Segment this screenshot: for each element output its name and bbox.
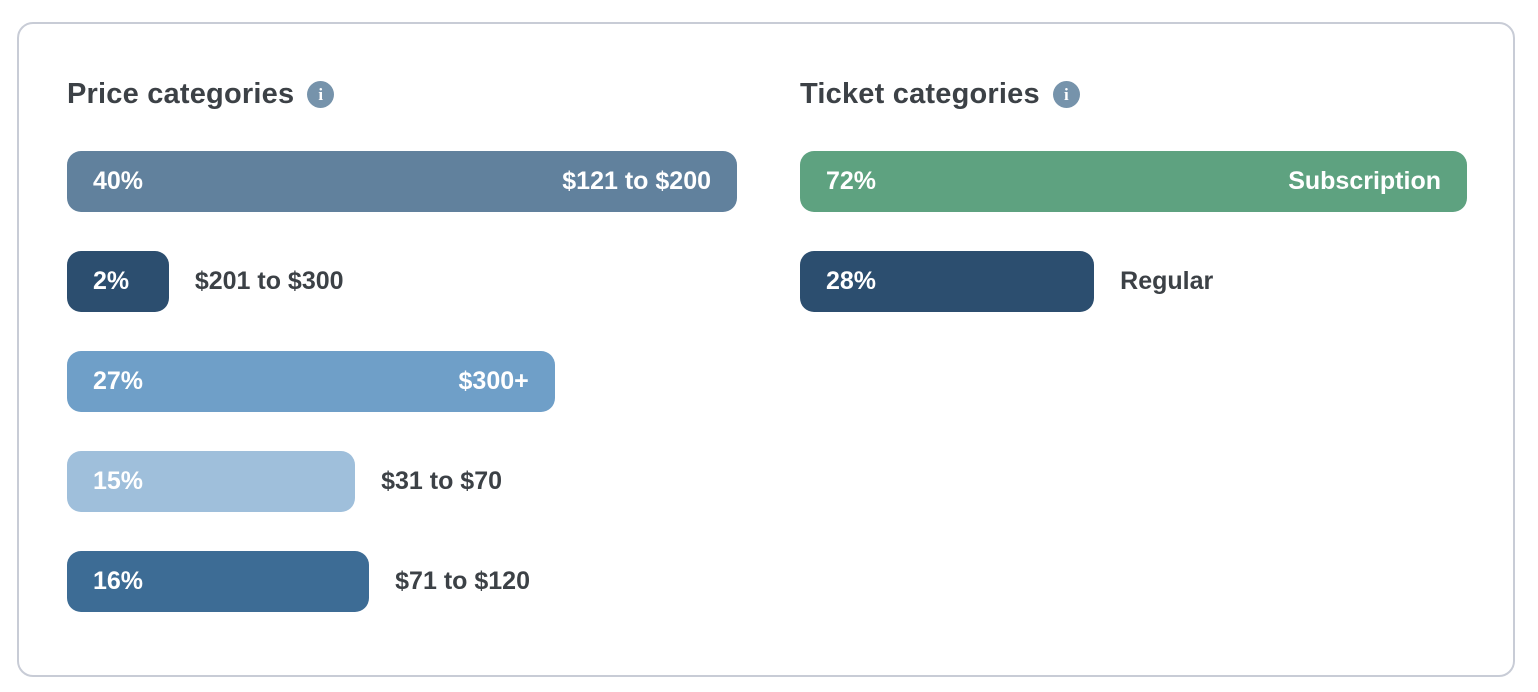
bar-category-label: Subscription (1288, 167, 1441, 195)
bar-percent-label: 72% (826, 167, 877, 195)
ticket-categories-section: Ticket categories i 72% Subscription 28% Re… (800, 75, 1467, 312)
bar-percent-label: 2% (93, 267, 130, 295)
bar-row: 16% $71 to $120 (67, 551, 737, 612)
bar-row: 28% Regular (800, 251, 1467, 312)
bar-category-label: Regular (1120, 267, 1214, 295)
bar-category-label: $300+ (458, 367, 529, 395)
bar-percent-label: 28% (826, 267, 877, 295)
bar-row: 72% Subscription (800, 151, 1467, 212)
bar-category-label: $121 to $200 (562, 167, 711, 195)
bar: 2% (67, 251, 169, 312)
section-header: Ticket categories i (800, 75, 1467, 113)
bar-list: 72% Subscription 28% Regular (800, 151, 1467, 312)
bar: 15% (67, 451, 356, 512)
info-icon[interactable]: i (1052, 80, 1080, 108)
bar-row: 15% $31 to $70 (67, 451, 737, 512)
bar: 28% (800, 251, 1095, 312)
section-header: Price categories i (67, 75, 737, 113)
bar-category-label: $31 to $70 (381, 467, 503, 495)
bar: 27% $300+ (67, 351, 555, 412)
stats-card: Price categories i 40% $121 to $200 2% $201… (17, 22, 1515, 677)
bar-percent-label: 15% (93, 467, 144, 495)
bar-row: 2% $201 to $300 (67, 251, 737, 312)
bar-list: 40% $121 to $200 2% $201 to $300 27% $300+ 15%… (67, 151, 737, 612)
bar-category-label: $71 to $120 (395, 567, 530, 595)
bar: 16% (67, 551, 370, 612)
bar: 72% Subscription (800, 151, 1467, 212)
bar-percent-label: 27% (93, 367, 144, 395)
bar-category-label: $201 to $300 (194, 267, 344, 295)
bar-row: 27% $300+ (67, 351, 737, 412)
bar: 40% $121 to $200 (67, 151, 737, 212)
section-title: Price categories (67, 77, 295, 110)
price-categories-section: Price categories i 40% $121 to $200 2% $201… (67, 75, 737, 612)
info-icon[interactable]: i (307, 80, 335, 108)
bar-row: 40% $121 to $200 (67, 151, 737, 212)
bar-percent-label: 16% (93, 567, 144, 595)
section-title: Ticket categories (800, 77, 1040, 110)
bar-percent-label: 40% (93, 167, 144, 195)
